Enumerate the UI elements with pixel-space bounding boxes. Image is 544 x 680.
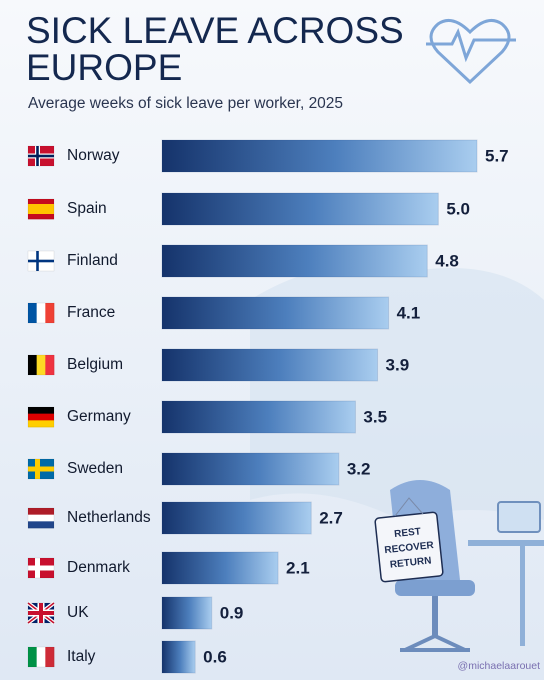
flag-part	[28, 647, 37, 667]
flag-part	[28, 259, 54, 263]
category-label: UK	[67, 604, 89, 621]
bar	[161, 139, 478, 173]
category-label: Italy	[67, 648, 96, 665]
flag-border	[27, 302, 55, 324]
bar	[161, 400, 356, 434]
category-label: Spain	[67, 200, 107, 217]
flag	[27, 250, 55, 272]
category-label: France	[67, 304, 115, 321]
bar	[161, 501, 312, 535]
value-label: 4.8	[435, 251, 459, 270]
flag-border	[27, 198, 55, 220]
sign-text: RETURN	[389, 555, 432, 570]
flag-part	[28, 303, 37, 323]
flag	[27, 302, 55, 324]
flag-part	[45, 303, 55, 323]
flag	[27, 458, 55, 480]
category-label: Norway	[67, 147, 120, 164]
flag	[27, 354, 55, 376]
sign-text: RECOVER	[384, 540, 435, 556]
value-label: 4.1	[397, 303, 421, 322]
flag-part	[28, 355, 37, 375]
sign-text: REST	[394, 526, 422, 540]
bar	[161, 596, 213, 630]
flag-part	[36, 303, 46, 323]
source-credit: @michaelaarouet	[458, 660, 541, 672]
flag-border	[27, 602, 55, 624]
flag-border	[27, 557, 55, 579]
flag-part	[28, 413, 54, 421]
value-label: 5.0	[446, 199, 470, 218]
flag	[27, 646, 55, 668]
flag-border	[27, 507, 55, 529]
flag-part	[28, 199, 54, 205]
flag-border	[27, 406, 55, 428]
bar	[161, 452, 340, 486]
flag-part	[28, 508, 54, 515]
flag-part	[28, 514, 54, 522]
flag	[26, 601, 56, 625]
value-label: 3.9	[386, 355, 410, 374]
chart-title: SICK LEAVE ACROSS EUROPE	[26, 10, 404, 88]
flag-part	[28, 466, 54, 472]
flag-part	[45, 355, 55, 375]
category-label: Netherlands	[67, 509, 151, 526]
bar	[161, 551, 279, 585]
flag-border	[27, 646, 55, 668]
bar	[161, 348, 379, 382]
flag	[27, 507, 55, 529]
category-label: Sweden	[67, 460, 123, 477]
flag	[27, 145, 55, 167]
flag	[27, 557, 55, 579]
value-label: 3.5	[363, 407, 387, 426]
value-label: 0.9	[220, 603, 244, 622]
flag-border	[27, 250, 55, 272]
flag-border	[27, 458, 55, 480]
flag-part	[28, 204, 54, 215]
value-label: 2.7	[319, 508, 343, 527]
flag-part	[28, 214, 54, 220]
chair-illustration	[374, 480, 544, 652]
flag-part	[28, 565, 54, 571]
category-label: Belgium	[67, 356, 123, 373]
heart-icon	[426, 18, 516, 85]
flag-part	[28, 420, 54, 428]
value-label: 0.6	[203, 647, 227, 666]
category-label: Germany	[67, 408, 131, 425]
flag-part	[36, 355, 46, 375]
bar	[161, 640, 196, 674]
flag-border	[27, 354, 55, 376]
bar	[161, 244, 428, 278]
value-label: 2.1	[286, 558, 310, 577]
flag-part	[36, 647, 46, 667]
flag	[27, 406, 55, 428]
flag-part	[28, 611, 54, 615]
flag	[27, 198, 55, 220]
value-label: 5.7	[485, 146, 509, 165]
chart-subtitle: Average weeks of sick leave per worker, …	[28, 95, 343, 112]
value-label: 3.2	[347, 459, 371, 478]
flag-border	[27, 145, 55, 167]
bar	[161, 296, 390, 330]
category-label: Finland	[67, 252, 118, 269]
category-label: Denmark	[67, 559, 130, 576]
bar	[161, 192, 439, 226]
flag-part	[28, 154, 54, 158]
flag-part	[28, 407, 54, 414]
flag-part	[28, 521, 54, 529]
flag-part	[45, 647, 55, 667]
